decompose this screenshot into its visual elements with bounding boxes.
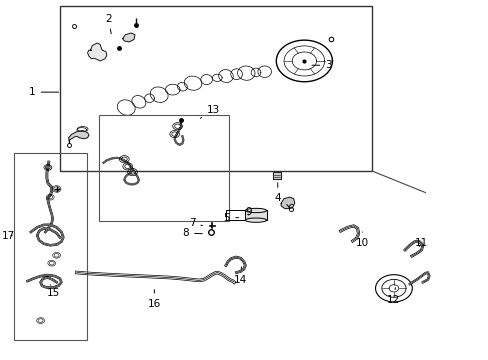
Text: 6: 6 (286, 204, 294, 215)
Ellipse shape (245, 208, 266, 213)
Text: 9: 9 (245, 207, 251, 217)
Text: 17: 17 (1, 231, 15, 240)
Text: 3: 3 (311, 60, 331, 70)
Bar (99, 116, 229, 221)
Text: 15: 15 (47, 285, 60, 298)
Text: 14: 14 (233, 267, 246, 285)
Bar (225, 210, 245, 220)
Text: 5: 5 (223, 213, 238, 222)
Polygon shape (281, 197, 294, 209)
Polygon shape (87, 43, 107, 61)
Polygon shape (245, 211, 266, 220)
Text: 11: 11 (414, 238, 427, 248)
Text: 16: 16 (147, 290, 161, 309)
Text: 1: 1 (29, 87, 59, 97)
Polygon shape (273, 172, 281, 179)
Polygon shape (68, 131, 89, 145)
Polygon shape (122, 33, 135, 42)
Text: 13: 13 (200, 105, 220, 118)
Ellipse shape (245, 218, 266, 222)
Text: 10: 10 (355, 232, 368, 248)
Text: 8: 8 (182, 228, 202, 238)
Text: 4: 4 (274, 183, 281, 203)
Text: 12: 12 (386, 288, 400, 305)
Bar (14, 153, 86, 339)
Text: 2: 2 (105, 14, 111, 34)
Text: 7: 7 (188, 218, 202, 228)
Bar (60, 6, 371, 171)
